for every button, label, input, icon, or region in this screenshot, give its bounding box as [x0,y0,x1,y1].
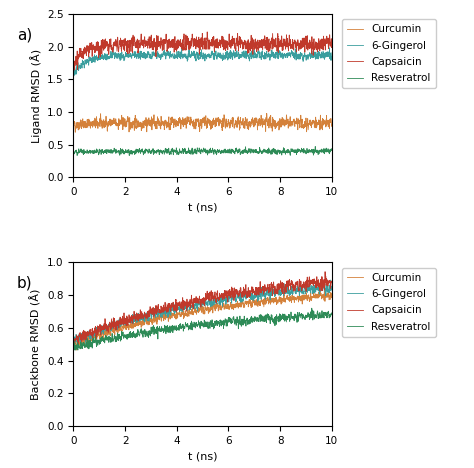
Resveratrol [196,320,202,325]
Curcumin [274,121,280,127]
Curcumin [329,291,335,297]
Resveratrol [71,151,76,157]
Curcumin [190,120,195,125]
Curcumin [196,121,202,126]
Capsaicin [274,46,280,51]
Curcumin [71,342,76,348]
Capsaicin [84,330,90,336]
Curcumin [264,110,270,116]
6-Gingerol [190,51,195,57]
Resveratrol [71,345,76,351]
6-Gingerol [329,50,335,56]
Curcumin [321,286,327,292]
Line: 6-Gingerol: 6-Gingerol [73,280,332,343]
Line: 6-Gingerol: 6-Gingerol [73,48,332,76]
Curcumin [274,300,280,305]
Line: Capsaicin: Capsaicin [73,32,332,70]
Resveratrol [73,347,78,353]
Capsaicin [274,282,280,288]
Resveratrol [196,145,202,151]
Capsaicin [204,29,210,35]
6-Gingerol [327,45,332,51]
Curcumin [321,289,327,295]
Curcumin [73,347,79,353]
Resveratrol [309,305,315,311]
Line: Resveratrol: Resveratrol [73,308,332,350]
6-Gingerol [75,340,81,346]
Capsaicin [71,339,76,345]
Capsaicin [322,43,328,49]
Resveratrol [190,149,195,154]
Resveratrol [274,152,280,157]
Capsaicin [84,43,90,49]
Legend: Curcumin, 6-Gingerol, Capsaicin, Resveratrol: Curcumin, 6-Gingerol, Capsaicin, Resvera… [342,19,436,88]
6-Gingerol [274,291,280,296]
Resveratrol [322,149,328,154]
Capsaicin [72,67,77,73]
Resveratrol [84,342,90,347]
Curcumin [329,122,335,128]
6-Gingerol [321,282,327,288]
6-Gingerol [71,73,77,79]
Capsaicin [196,51,202,56]
Curcumin [73,130,78,135]
Capsaicin [71,342,77,347]
6-Gingerol [84,60,90,66]
6-Gingerol [196,300,202,305]
Capsaicin [71,62,76,68]
Y-axis label: Backbone RMSD (Å): Backbone RMSD (Å) [30,288,42,400]
Resveratrol [321,310,327,315]
Capsaicin [190,34,195,39]
Resveratrol [329,146,335,151]
Capsaicin [329,279,335,285]
Resveratrol [190,327,195,333]
Capsaicin [329,42,335,48]
Curcumin [196,306,202,312]
Curcumin [322,119,328,125]
Capsaicin [321,285,327,291]
6-Gingerol [274,55,280,60]
6-Gingerol [321,54,327,60]
Capsaicin [196,296,202,301]
Curcumin [321,121,327,127]
6-Gingerol [71,339,76,345]
Text: b): b) [17,276,32,291]
Capsaicin [321,287,327,292]
Curcumin [84,124,90,129]
Capsaicin [190,302,195,308]
Line: Curcumin: Curcumin [73,289,332,350]
6-Gingerol [329,285,335,291]
6-Gingerol [321,51,327,57]
Capsaicin [322,269,328,275]
Y-axis label: Ligand RMSD (Å): Ligand RMSD (Å) [30,49,42,143]
Capsaicin [321,42,327,48]
Line: Resveratrol: Resveratrol [73,146,332,155]
Resveratrol [329,310,335,316]
Resveratrol [322,310,328,316]
6-Gingerol [196,51,202,56]
Curcumin [84,341,90,346]
Curcumin [190,306,195,311]
Resveratrol [321,149,327,154]
X-axis label: t (ns): t (ns) [188,451,218,461]
Curcumin [322,288,328,294]
Legend: Curcumin, 6-Gingerol, Capsaicin, Resveratrol: Curcumin, 6-Gingerol, Capsaicin, Resvera… [342,268,436,337]
6-Gingerol [84,337,90,343]
X-axis label: t (ns): t (ns) [188,203,218,213]
Resveratrol [74,153,80,158]
Text: a): a) [17,27,32,42]
Resveratrol [312,144,318,149]
6-Gingerol [328,277,333,283]
Line: Curcumin: Curcumin [73,113,332,132]
Curcumin [71,122,76,127]
6-Gingerol [71,71,76,77]
6-Gingerol [321,281,327,287]
Line: Capsaicin: Capsaicin [73,272,332,344]
Resveratrol [84,150,90,156]
6-Gingerol [190,302,195,308]
Resveratrol [274,314,280,320]
